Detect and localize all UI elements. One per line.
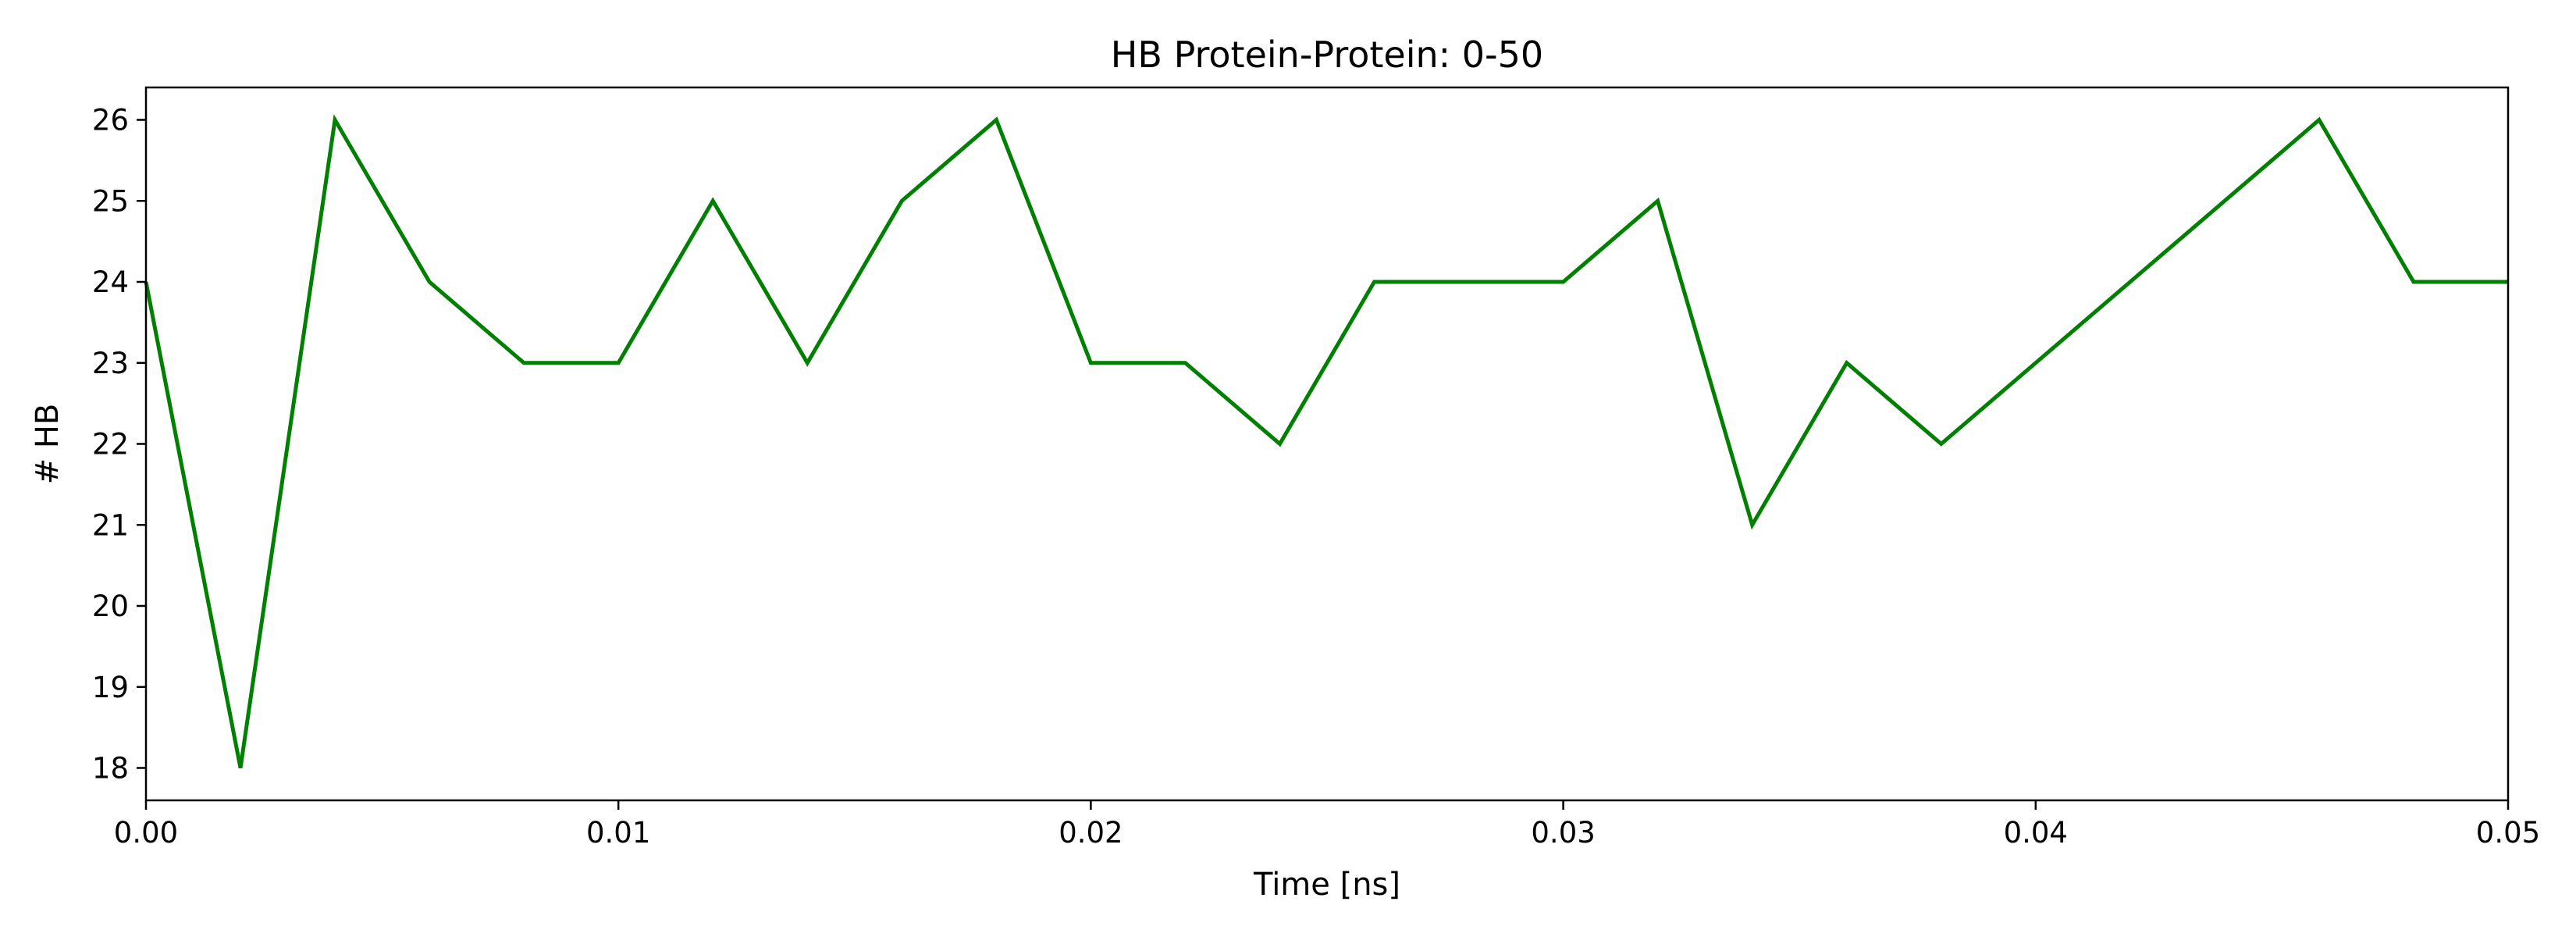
y-tick-label: 22: [92, 428, 129, 461]
y-tick-label: 24: [92, 265, 129, 299]
series-line-0: [144, 114, 2508, 768]
y-tick-label: 21: [92, 508, 129, 542]
chart-title: HB Protein-Protein: 0-50: [1111, 34, 1543, 76]
x-tick-label: 0.00: [114, 816, 178, 850]
x-tick-label: 0.01: [586, 816, 650, 850]
y-tick-label: 18: [92, 752, 129, 786]
y-tick-label: 26: [92, 104, 129, 137]
y-tick-label: 20: [92, 590, 129, 623]
x-axis-label: Time [ns]: [1253, 867, 1400, 903]
x-tick-label: 0.04: [2004, 816, 2068, 850]
y-axis-label: # HB: [30, 404, 66, 485]
x-tick-label: 0.03: [1531, 816, 1595, 850]
y-tick-label: 23: [92, 347, 129, 380]
x-axis: 0.00 0.01 0.02 0.03 0.04 0.05: [114, 800, 2540, 850]
y-axis: 18 19 20 21 22 23 24 25 26: [92, 104, 146, 786]
x-tick-label: 0.05: [2476, 816, 2540, 850]
y-tick-label: 19: [92, 671, 129, 704]
y-tick-label: 25: [92, 184, 129, 218]
plot-area: [144, 114, 2508, 768]
plot-frame: [144, 86, 2510, 802]
x-tick-label: 0.02: [1059, 816, 1123, 850]
